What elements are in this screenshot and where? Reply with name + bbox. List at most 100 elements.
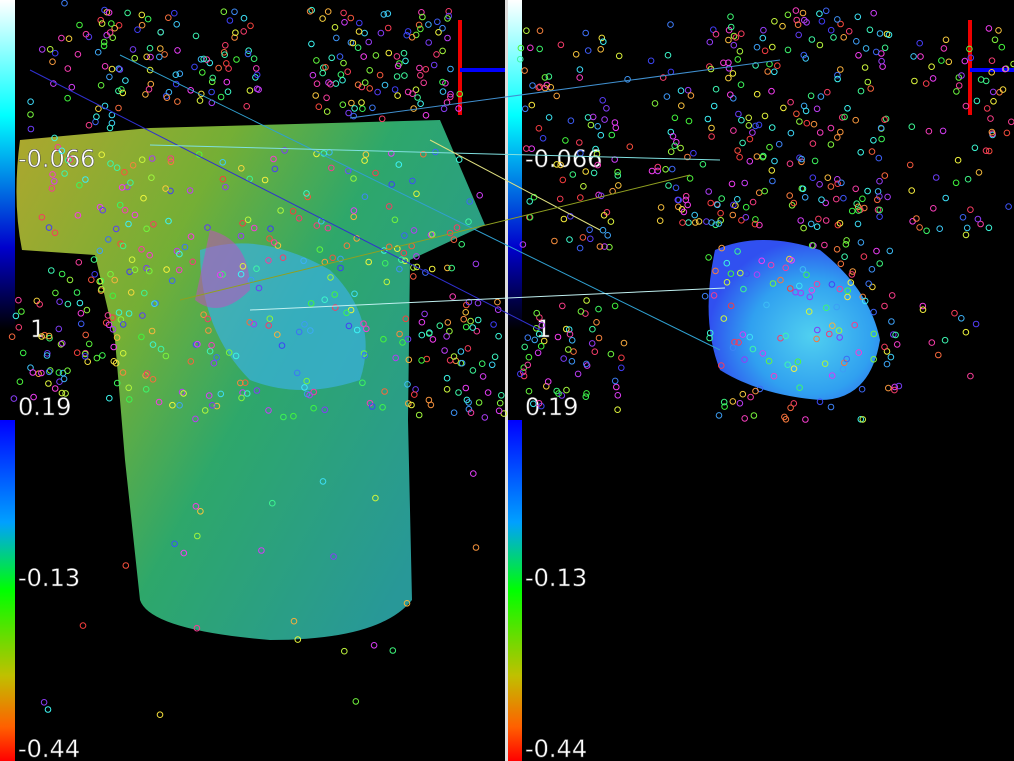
feature-point xyxy=(351,290,358,298)
feature-point xyxy=(127,179,134,186)
feature-point xyxy=(583,297,590,304)
feature-point xyxy=(439,47,446,55)
feature-point xyxy=(559,176,567,184)
feature-point xyxy=(380,11,388,18)
feature-point xyxy=(445,8,453,15)
feature-point xyxy=(341,19,348,26)
feature-point xyxy=(790,365,798,373)
feature-point xyxy=(144,15,152,23)
feature-point xyxy=(500,410,508,417)
feature-point xyxy=(618,364,625,372)
feature-point xyxy=(999,86,1007,93)
feature-point xyxy=(788,257,795,264)
feature-point xyxy=(303,377,311,385)
feature-point xyxy=(787,129,795,137)
feature-point xyxy=(973,97,981,105)
feature-point xyxy=(244,50,252,58)
feature-point xyxy=(303,190,310,197)
feature-point xyxy=(100,38,108,46)
feature-point xyxy=(566,330,574,338)
feature-point xyxy=(663,93,671,100)
feature-point xyxy=(843,355,851,363)
feature-point xyxy=(916,224,923,231)
feature-point xyxy=(611,119,619,126)
feature-point xyxy=(930,205,937,212)
feature-point xyxy=(51,385,59,392)
feature-point xyxy=(866,26,874,34)
feature-point xyxy=(244,216,252,224)
feature-point xyxy=(718,244,726,252)
feature-point xyxy=(435,29,442,36)
feature-point xyxy=(797,289,805,297)
feature-point xyxy=(526,198,534,205)
feature-point xyxy=(115,309,123,316)
feature-point xyxy=(405,400,412,407)
feature-point xyxy=(91,271,98,278)
feature-point xyxy=(1008,118,1014,126)
feature-point xyxy=(269,499,276,507)
feature-point xyxy=(729,398,737,405)
feature-point xyxy=(350,207,358,214)
feature-point xyxy=(418,357,425,364)
feature-point xyxy=(849,268,857,275)
feature-point xyxy=(826,330,833,338)
feature-point xyxy=(836,334,844,341)
feature-point xyxy=(96,247,104,255)
feature-point xyxy=(738,30,745,38)
feature-point xyxy=(870,330,878,338)
colorbar-top xyxy=(508,0,522,330)
feature-point xyxy=(647,57,655,65)
feature-point xyxy=(680,208,688,216)
feature-point xyxy=(187,358,195,365)
feature-point xyxy=(422,66,430,73)
feature-point xyxy=(226,17,234,24)
feature-point xyxy=(828,281,836,288)
feature-point xyxy=(119,89,127,97)
feature-point xyxy=(313,57,320,64)
feature-point xyxy=(204,224,211,231)
feature-point xyxy=(868,148,876,155)
feature-point xyxy=(250,224,258,232)
feature-point xyxy=(962,231,970,239)
feature-point xyxy=(809,174,817,181)
feature-point xyxy=(988,128,996,136)
feature-point xyxy=(381,260,389,267)
feature-point xyxy=(418,331,426,339)
feature-point xyxy=(881,302,888,310)
feature-point xyxy=(73,349,81,357)
feature-point xyxy=(366,67,374,74)
feature-point xyxy=(557,41,565,49)
feature-point xyxy=(99,206,106,214)
feature-point xyxy=(64,300,72,308)
feature-point xyxy=(599,97,607,104)
feature-point xyxy=(657,204,665,211)
feature-point xyxy=(985,224,993,232)
feature-point xyxy=(157,45,164,52)
feature-point xyxy=(715,220,723,227)
feature-point xyxy=(304,193,312,201)
feature-point xyxy=(134,26,141,34)
feature-point xyxy=(350,213,358,221)
feature-point xyxy=(854,220,862,228)
feature-point xyxy=(667,21,674,28)
feature-point xyxy=(345,167,352,175)
feature-point xyxy=(146,44,154,52)
feature-point xyxy=(675,196,683,204)
feature-point xyxy=(739,331,747,338)
feature-point xyxy=(952,179,960,187)
feature-point xyxy=(535,125,543,132)
feature-point xyxy=(521,343,529,351)
feature-point xyxy=(604,232,612,239)
feature-point xyxy=(827,26,835,34)
feature-point xyxy=(626,143,634,150)
feature-point xyxy=(895,382,903,390)
feature-point xyxy=(250,55,258,63)
feature-point xyxy=(412,386,419,393)
feature-point xyxy=(662,166,669,173)
feature-point xyxy=(243,103,250,110)
feature-point xyxy=(755,121,763,129)
feature-point xyxy=(129,162,137,169)
feature-point xyxy=(737,269,744,277)
feature-point xyxy=(836,285,844,293)
